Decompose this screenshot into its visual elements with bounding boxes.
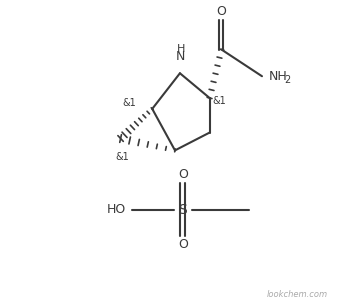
Text: &1: &1 xyxy=(123,98,136,108)
Text: 2: 2 xyxy=(285,75,291,85)
Text: &1: &1 xyxy=(212,96,226,106)
Text: H: H xyxy=(177,44,185,54)
Text: O: O xyxy=(217,5,226,18)
Text: &1: &1 xyxy=(116,152,129,162)
Text: O: O xyxy=(178,238,188,251)
Text: O: O xyxy=(178,168,188,181)
Text: NH: NH xyxy=(269,70,288,83)
Text: S: S xyxy=(179,203,187,217)
Text: lookchem.com: lookchem.com xyxy=(267,290,328,299)
Text: N: N xyxy=(176,50,185,63)
Text: HO: HO xyxy=(106,203,126,216)
